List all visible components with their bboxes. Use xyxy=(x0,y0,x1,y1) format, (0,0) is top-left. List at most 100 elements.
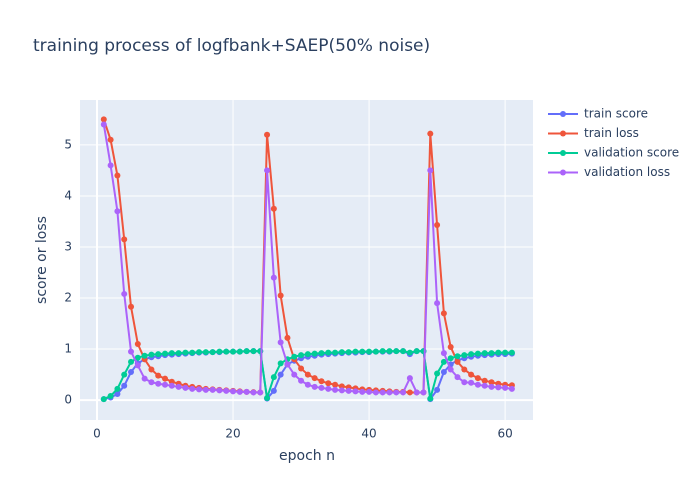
x-tick-label: 20 xyxy=(225,427,240,441)
y-tick-label: 1 xyxy=(64,342,72,356)
data-point xyxy=(155,351,162,358)
data-point xyxy=(461,366,468,373)
data-point xyxy=(332,349,339,356)
data-point xyxy=(325,385,332,392)
data-point xyxy=(413,389,420,396)
data-point xyxy=(148,379,155,386)
data-point xyxy=(114,390,121,397)
x-tick-label: 40 xyxy=(361,427,376,441)
legend-marker xyxy=(560,150,566,156)
data-point xyxy=(134,340,141,347)
data-point xyxy=(406,375,413,382)
data-point xyxy=(332,381,339,388)
data-point xyxy=(100,121,107,128)
data-point xyxy=(107,136,114,143)
data-point xyxy=(162,381,169,388)
data-point xyxy=(481,382,488,389)
data-point xyxy=(298,352,305,359)
data-point xyxy=(182,384,189,391)
data-point xyxy=(318,384,325,391)
x-axis-title: epoch n xyxy=(279,448,335,464)
data-point xyxy=(366,388,373,395)
data-point xyxy=(440,350,447,357)
data-point xyxy=(304,351,311,358)
data-point xyxy=(400,389,407,396)
data-point xyxy=(474,375,481,382)
data-point xyxy=(107,393,114,400)
data-point xyxy=(162,375,169,382)
data-point xyxy=(474,350,481,357)
data-point xyxy=(461,379,468,386)
data-point xyxy=(121,290,128,297)
data-point xyxy=(447,344,454,351)
data-point xyxy=(338,349,345,356)
data-point xyxy=(107,162,114,169)
data-point xyxy=(304,381,311,388)
data-point xyxy=(189,385,196,392)
data-point xyxy=(447,366,454,373)
data-point xyxy=(386,348,393,355)
data-point xyxy=(209,386,216,393)
data-point xyxy=(141,375,148,382)
data-point xyxy=(372,348,379,355)
data-point xyxy=(454,358,461,365)
data-point xyxy=(434,370,441,377)
data-point xyxy=(481,350,488,357)
data-point xyxy=(270,374,277,381)
data-point xyxy=(128,358,135,365)
data-point xyxy=(488,383,495,390)
data-point xyxy=(284,361,291,368)
data-point xyxy=(468,371,475,378)
data-point xyxy=(345,349,352,356)
plot-area xyxy=(80,100,533,420)
data-point xyxy=(168,350,175,357)
data-point xyxy=(325,380,332,387)
data-point xyxy=(406,349,413,356)
data-point xyxy=(134,362,141,369)
data-point xyxy=(434,300,441,307)
data-point xyxy=(155,380,162,387)
data-point xyxy=(468,379,475,386)
data-point xyxy=(236,388,243,395)
data-point xyxy=(352,388,359,395)
data-point xyxy=(182,349,189,356)
data-point xyxy=(311,383,318,390)
data-point xyxy=(277,292,284,299)
data-point xyxy=(502,349,509,356)
y-tick-label: 0 xyxy=(64,393,72,407)
data-point xyxy=(400,348,407,355)
data-point xyxy=(168,382,175,389)
data-point xyxy=(223,348,230,355)
data-point xyxy=(359,388,366,395)
data-point xyxy=(481,377,488,384)
data-point xyxy=(216,387,223,394)
data-point xyxy=(427,167,434,174)
data-point xyxy=(372,389,379,396)
data-point xyxy=(264,395,271,402)
data-point xyxy=(495,384,502,391)
y-axis-title: score or loss xyxy=(34,216,50,304)
data-point xyxy=(155,372,162,379)
legend-label: validation score xyxy=(584,146,679,160)
legend-label: validation loss xyxy=(584,165,670,179)
chart-title: training process of logfbank+SAEP(50% no… xyxy=(33,36,430,56)
data-point xyxy=(277,360,284,367)
data-point xyxy=(114,385,121,392)
legend-label: train score xyxy=(584,107,648,121)
data-point xyxy=(230,348,237,355)
data-point xyxy=(393,389,400,396)
data-point xyxy=(427,130,434,137)
data-point xyxy=(427,395,434,402)
data-point xyxy=(189,349,196,356)
data-point xyxy=(379,389,386,396)
data-point xyxy=(121,382,128,389)
data-point xyxy=(121,371,128,378)
data-point xyxy=(304,371,311,378)
data-point xyxy=(223,387,230,394)
data-point xyxy=(461,352,468,359)
data-point xyxy=(250,389,257,396)
data-point xyxy=(447,355,454,362)
data-point xyxy=(474,381,481,388)
legend-label: train loss xyxy=(584,126,639,140)
data-point xyxy=(379,348,386,355)
